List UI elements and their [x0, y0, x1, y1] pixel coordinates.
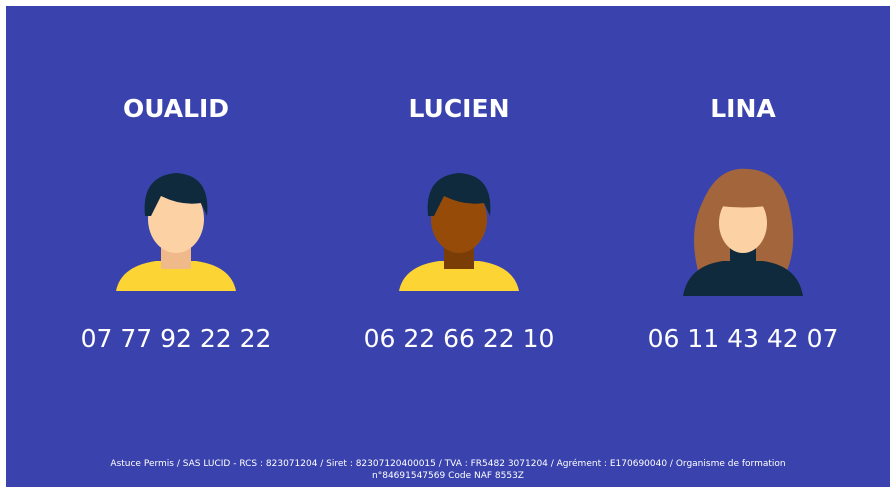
contact-name: LINA: [623, 94, 863, 123]
avatar: [111, 161, 241, 296]
phone-number: 06 11 43 42 07: [623, 324, 863, 353]
phone-number: 07 77 92 22 22: [56, 324, 296, 353]
footer-line: Astuce Permis / SAS LUCID - RCS : 823071…: [6, 458, 890, 470]
contact-name: LUCIEN: [339, 94, 579, 123]
phone-number: 06 22 66 22 10: [339, 324, 579, 353]
footer: Astuce Permis / SAS LUCID - RCS : 823071…: [6, 458, 890, 482]
contacts-panel: OUALID 07 77 92 22 22 LUCIEN 06 22 66 22…: [6, 6, 890, 487]
avatar: [394, 161, 524, 296]
footer-line: n°84691547569 Code NAF 8553Z: [6, 470, 890, 482]
avatar: [678, 161, 808, 296]
contact-name: OUALID: [56, 94, 296, 123]
